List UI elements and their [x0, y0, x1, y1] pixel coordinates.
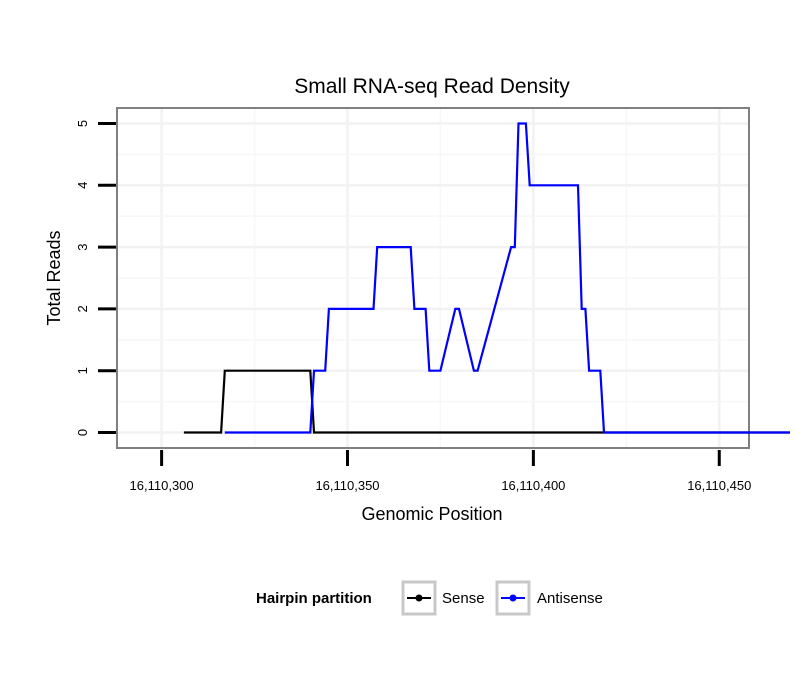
- y-tick-label: 4: [75, 182, 90, 189]
- x-tick-label: 16,110,300: [130, 478, 194, 493]
- chart-title: Small RNA-seq Read Density: [294, 75, 570, 98]
- y-tick-label: 3: [75, 243, 90, 250]
- legend: Hairpin partition Sense Antisense: [256, 580, 603, 616]
- series-line-antisense: [224, 122, 790, 434]
- x-axis: 16,110,300 16,110,350 16,110,400 16,110,450: [130, 450, 751, 493]
- y-tick-label: 1: [75, 367, 90, 374]
- legend-key-point: [415, 594, 423, 602]
- y-tick-label: 5: [75, 120, 90, 127]
- grid-lines: [117, 108, 749, 448]
- series-layer: [183, 122, 790, 434]
- y-axis-label: Total Reads: [44, 230, 64, 325]
- x-axis-label: Genomic Position: [361, 504, 502, 524]
- legend-items: Sense Antisense: [401, 580, 603, 616]
- legend-label: Sense: [442, 590, 485, 607]
- legend-label: Antisense: [537, 590, 603, 607]
- x-tick-label: 16,110,450: [687, 478, 751, 493]
- x-tick-label: 16,110,400: [501, 478, 565, 493]
- legend-key-point: [509, 594, 517, 602]
- legend-item-sense: Sense: [401, 580, 485, 616]
- legend-title: Hairpin partition: [256, 590, 372, 607]
- y-tick-label: 2: [75, 305, 90, 312]
- y-axis: 0 1 2 3 4 5: [75, 120, 116, 436]
- y-tick-label: 0: [75, 429, 90, 436]
- legend-item-antisense: Antisense: [495, 580, 603, 616]
- series-line-sense: [183, 369, 790, 434]
- plot-panel-border: [116, 107, 750, 449]
- x-tick-label: 16,110,350: [315, 478, 379, 493]
